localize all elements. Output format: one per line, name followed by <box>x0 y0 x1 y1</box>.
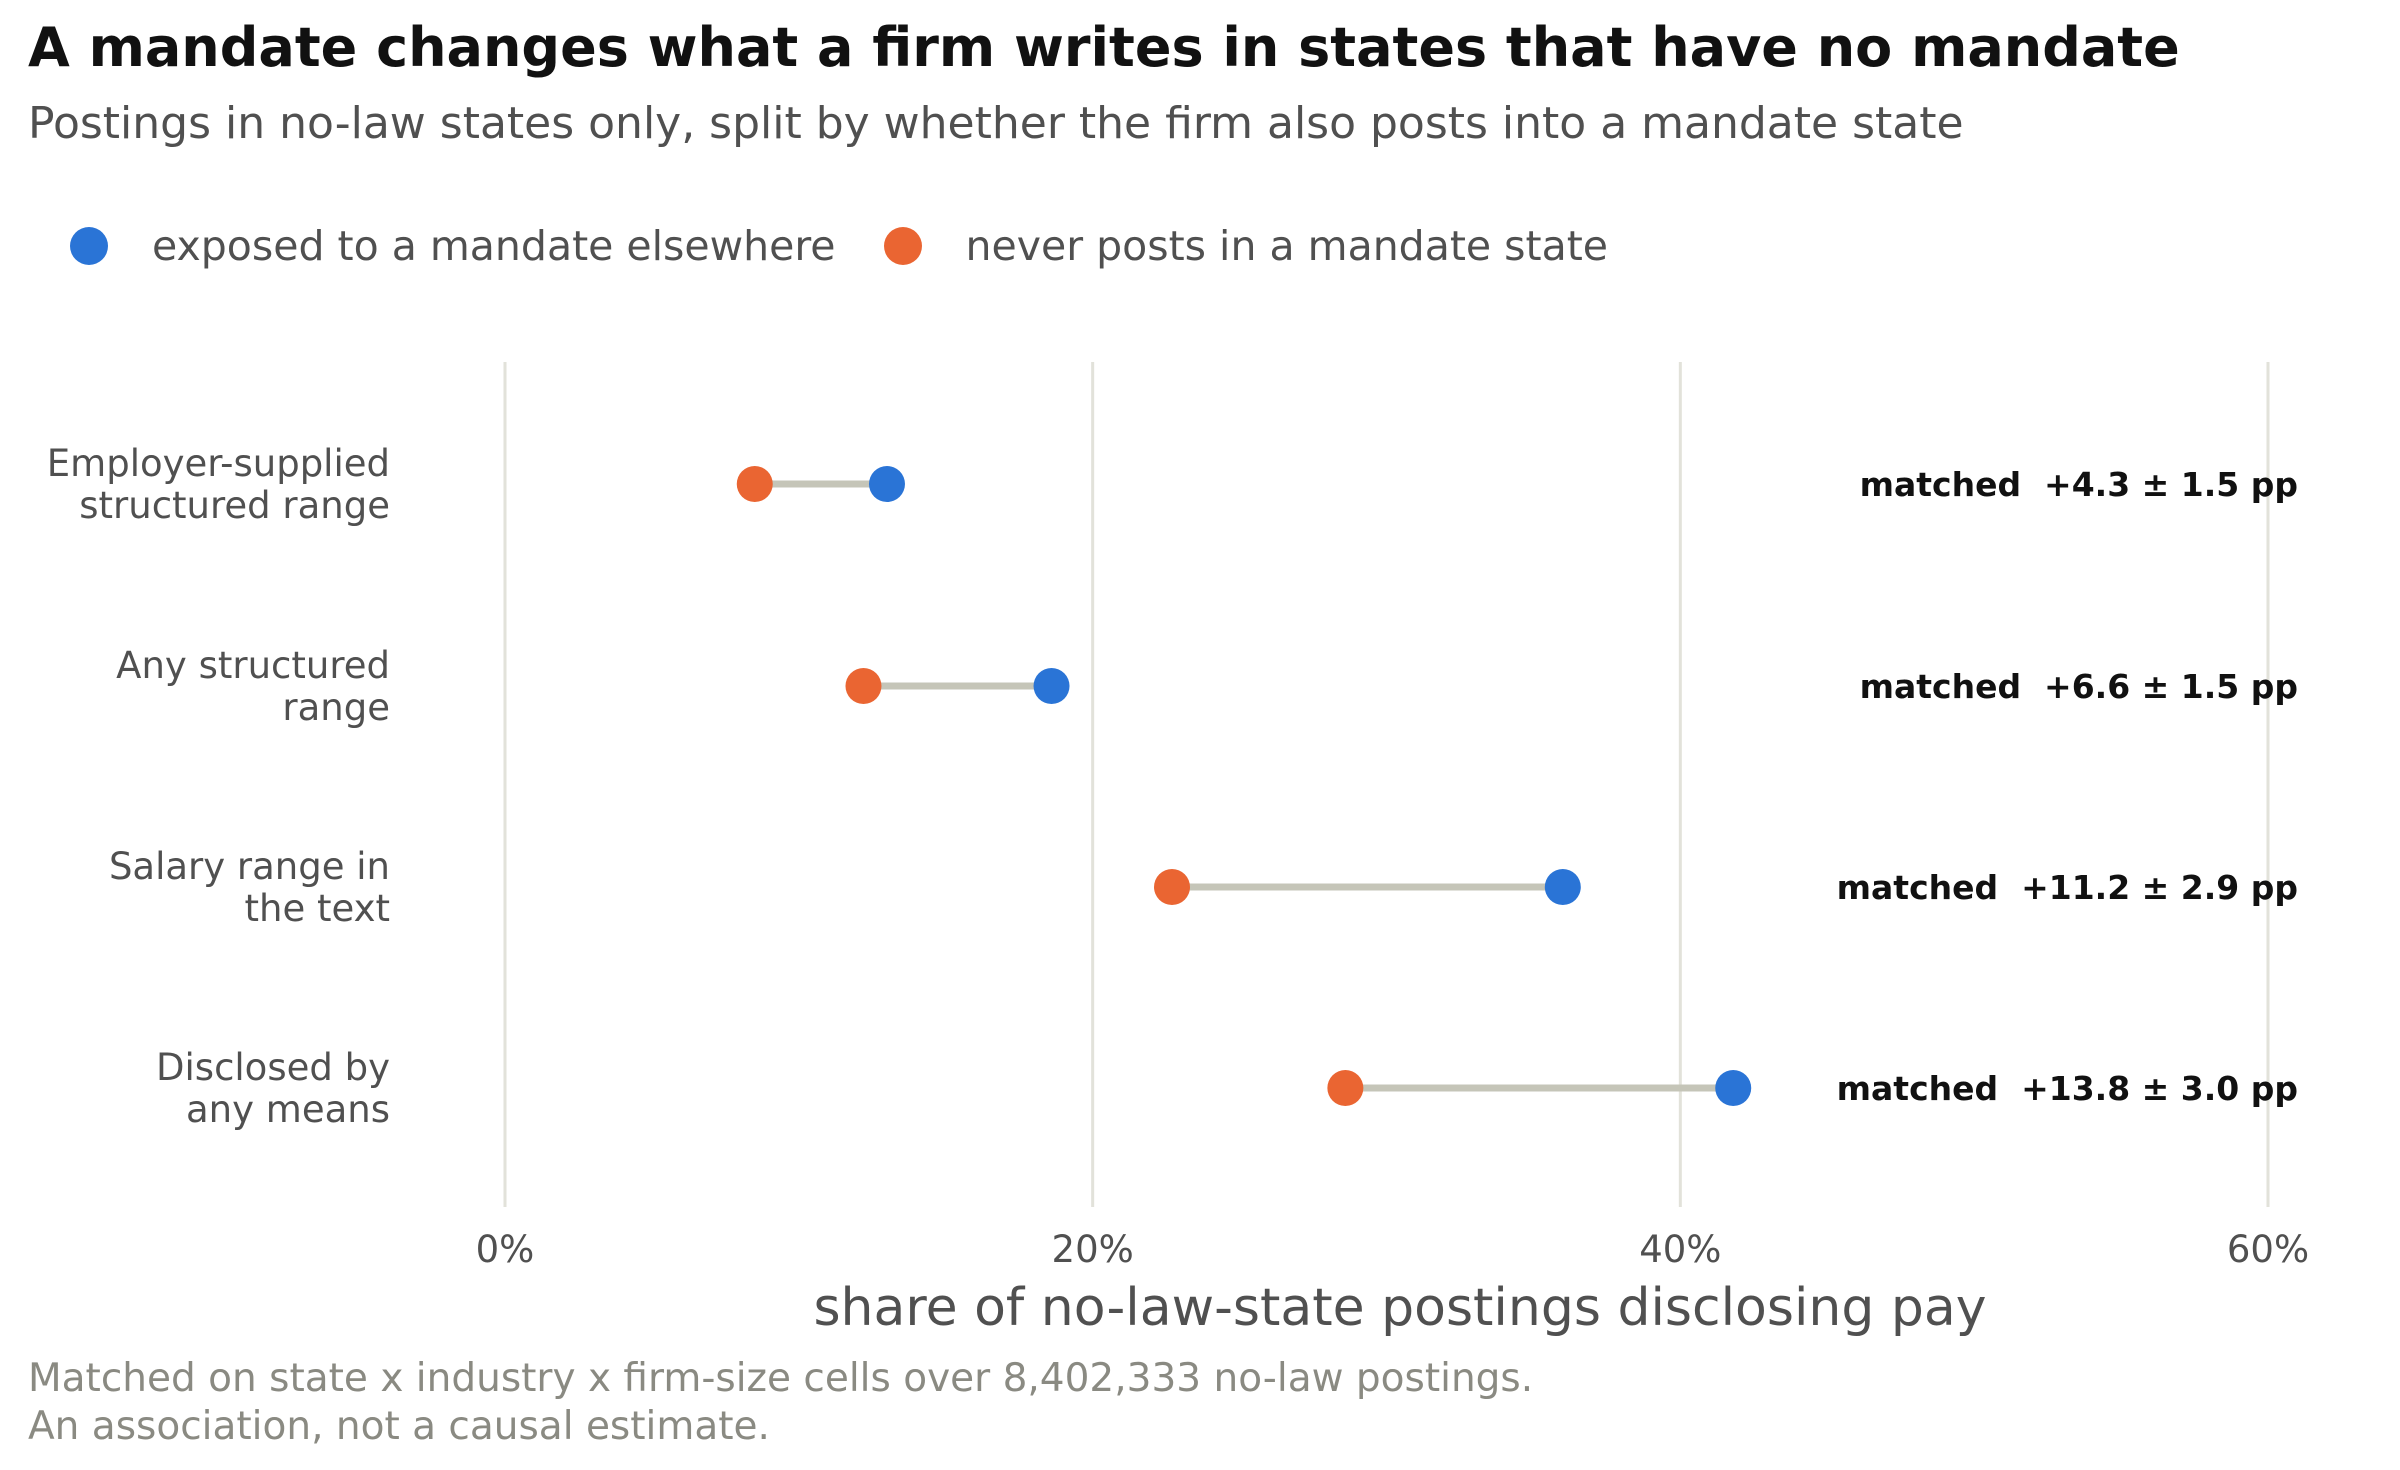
annotation-3: matched +13.8 ± 3.0 pp <box>1837 1069 2298 1108</box>
x-tick-label-20: 20% <box>1052 1228 1134 1271</box>
x-tick-label-40: 40% <box>1639 1228 1721 1271</box>
annotation-1: matched +6.6 ± 1.5 pp <box>1860 667 2298 706</box>
x-tick-label-60: 60% <box>2227 1228 2309 1271</box>
category-label-line-2-1: the text <box>244 887 390 930</box>
category-label-2: Salary range in the text <box>109 845 390 930</box>
chart-subtitle: Postings in no-law states only, split by… <box>28 98 1964 149</box>
point-exposed-1 <box>1033 668 1070 704</box>
x-axis-title: share of no-law-state postings disclosin… <box>813 1278 1986 1338</box>
category-label-line-0-1: structured range <box>79 484 390 527</box>
category-label-line-3-1: any means <box>186 1088 390 1131</box>
footnote: Matched on state x industry x firm-size … <box>28 1355 1533 1451</box>
row-layer: Employer-supplied structured range matched… <box>47 442 2298 1131</box>
point-never-2 <box>1154 869 1191 905</box>
point-never-1 <box>845 668 882 704</box>
category-label-1: Any structured range <box>116 644 390 729</box>
annotation-2: matched +11.2 ± 2.9 pp <box>1837 868 2298 907</box>
x-axis: 0% 20% 40% 60% <box>476 1228 2309 1271</box>
grid-layer <box>503 362 2270 1207</box>
category-label-line-2-0: Salary range in <box>109 845 390 888</box>
point-never-3 <box>1327 1070 1364 1106</box>
legend-item-never: never posts in a mandate state <box>883 222 1609 270</box>
footnote-line-2: An association, not a causal estimate. <box>28 1404 770 1449</box>
category-label-line-0-0: Employer-supplied <box>47 442 390 485</box>
category-label-3: Disclosed by any means <box>156 1046 390 1131</box>
x-tick-label-0: 0% <box>476 1228 535 1271</box>
point-exposed-0 <box>868 466 905 502</box>
category-label-0: Employer-supplied structured range <box>47 442 390 527</box>
legend-dot-exposed <box>70 227 108 265</box>
row-2: Salary range in the text matched +11.2 ± 2… <box>109 845 2298 930</box>
legend-dot-never <box>883 227 922 265</box>
footnote-line-1: Matched on state x industry x firm-size … <box>28 1356 1534 1401</box>
legend-item-exposed: exposed to a mandate elsewhere <box>70 222 836 270</box>
row-1: Any structured range matched +6.6 ± 1.5 pp <box>116 644 2298 729</box>
category-label-line-3-0: Disclosed by <box>156 1046 390 1089</box>
legend-label-never: never posts in a mandate state <box>965 222 1609 270</box>
annotation-0: matched +4.3 ± 1.5 pp <box>1860 465 2298 504</box>
legend-label-exposed: exposed to a mandate elsewhere <box>152 222 836 270</box>
row-0: Employer-supplied structured range matched… <box>47 442 2298 527</box>
point-never-0 <box>736 466 773 502</box>
chart-title: A mandate changes what a firm writes in … <box>28 16 2180 79</box>
point-exposed-3 <box>1715 1070 1752 1106</box>
category-label-line-1-0: Any structured <box>116 644 390 687</box>
category-label-line-1-1: range <box>282 686 390 729</box>
row-3: Disclosed by any means matched +13.8 ± 3.0… <box>156 1046 2298 1131</box>
point-exposed-2 <box>1544 869 1581 905</box>
legend: exposed to a mandate elsewhere never pos… <box>70 218 1656 274</box>
